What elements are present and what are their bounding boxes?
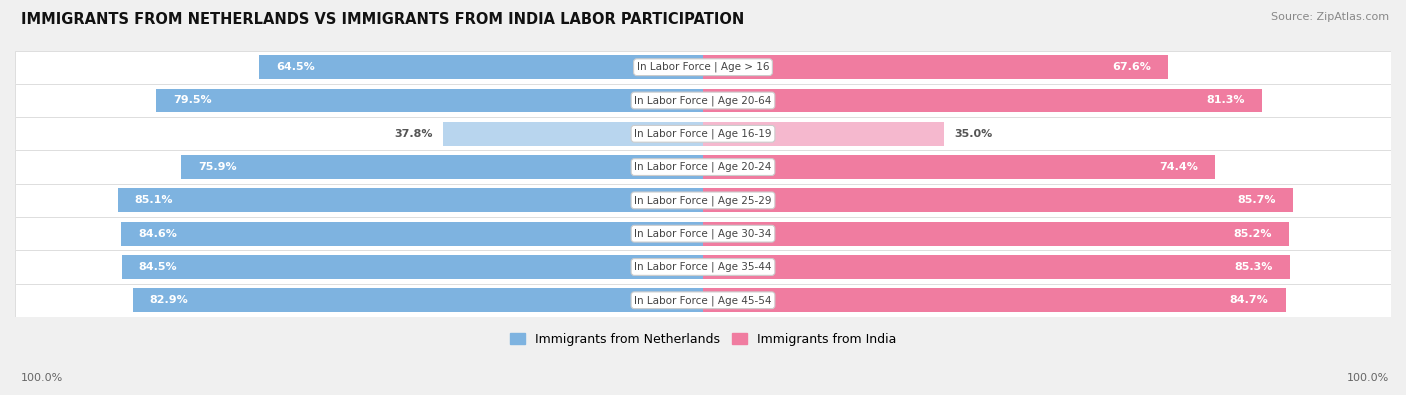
- Text: In Labor Force | Age 45-54: In Labor Force | Age 45-54: [634, 295, 772, 305]
- Text: 100.0%: 100.0%: [1347, 373, 1389, 383]
- Text: In Labor Force | Age 20-64: In Labor Force | Age 20-64: [634, 95, 772, 106]
- Text: 82.9%: 82.9%: [150, 295, 188, 305]
- Bar: [703, 222, 1289, 246]
- Bar: [259, 55, 703, 79]
- Bar: [703, 88, 1263, 113]
- Bar: [118, 188, 703, 213]
- Text: In Labor Force | Age 20-24: In Labor Force | Age 20-24: [634, 162, 772, 172]
- Text: 37.8%: 37.8%: [394, 129, 433, 139]
- Bar: [15, 217, 1391, 250]
- Text: 67.6%: 67.6%: [1112, 62, 1152, 72]
- Bar: [15, 250, 1391, 284]
- Bar: [15, 217, 1391, 250]
- Bar: [15, 250, 1391, 284]
- Text: 74.4%: 74.4%: [1159, 162, 1198, 172]
- Bar: [15, 117, 1391, 150]
- Text: 100.0%: 100.0%: [21, 373, 63, 383]
- Bar: [703, 288, 1285, 312]
- Bar: [703, 122, 943, 146]
- Text: Source: ZipAtlas.com: Source: ZipAtlas.com: [1271, 12, 1389, 22]
- Bar: [15, 284, 1391, 317]
- Bar: [703, 255, 1289, 279]
- Text: In Labor Force | Age 35-44: In Labor Force | Age 35-44: [634, 262, 772, 272]
- Bar: [443, 122, 703, 146]
- Bar: [15, 184, 1391, 217]
- Bar: [703, 155, 1215, 179]
- Bar: [703, 55, 1168, 79]
- Text: 85.2%: 85.2%: [1233, 229, 1272, 239]
- Bar: [181, 155, 703, 179]
- Bar: [15, 184, 1391, 217]
- Text: IMMIGRANTS FROM NETHERLANDS VS IMMIGRANTS FROM INDIA LABOR PARTICIPATION: IMMIGRANTS FROM NETHERLANDS VS IMMIGRANT…: [21, 12, 744, 27]
- Bar: [15, 117, 1391, 150]
- Text: 81.3%: 81.3%: [1206, 96, 1246, 105]
- Text: 85.7%: 85.7%: [1237, 196, 1275, 205]
- Text: 84.7%: 84.7%: [1230, 295, 1268, 305]
- Bar: [15, 84, 1391, 117]
- Text: In Labor Force | Age 30-34: In Labor Force | Age 30-34: [634, 228, 772, 239]
- Text: 79.5%: 79.5%: [173, 96, 212, 105]
- Bar: [15, 51, 1391, 84]
- Bar: [15, 84, 1391, 117]
- Text: 35.0%: 35.0%: [955, 129, 993, 139]
- Text: In Labor Force | Age 25-29: In Labor Force | Age 25-29: [634, 195, 772, 206]
- Text: In Labor Force | Age > 16: In Labor Force | Age > 16: [637, 62, 769, 72]
- Legend: Immigrants from Netherlands, Immigrants from India: Immigrants from Netherlands, Immigrants …: [505, 327, 901, 351]
- Text: 85.3%: 85.3%: [1234, 262, 1272, 272]
- Bar: [15, 150, 1391, 184]
- Text: 85.1%: 85.1%: [135, 196, 173, 205]
- Bar: [15, 51, 1391, 84]
- Bar: [703, 188, 1292, 213]
- Bar: [15, 284, 1391, 317]
- Text: 64.5%: 64.5%: [277, 62, 315, 72]
- Text: 84.5%: 84.5%: [139, 262, 177, 272]
- Bar: [121, 222, 703, 246]
- Bar: [132, 288, 703, 312]
- Bar: [122, 255, 703, 279]
- Text: In Labor Force | Age 16-19: In Labor Force | Age 16-19: [634, 128, 772, 139]
- Text: 75.9%: 75.9%: [198, 162, 236, 172]
- Bar: [156, 88, 703, 113]
- Text: 84.6%: 84.6%: [138, 229, 177, 239]
- Bar: [15, 150, 1391, 184]
